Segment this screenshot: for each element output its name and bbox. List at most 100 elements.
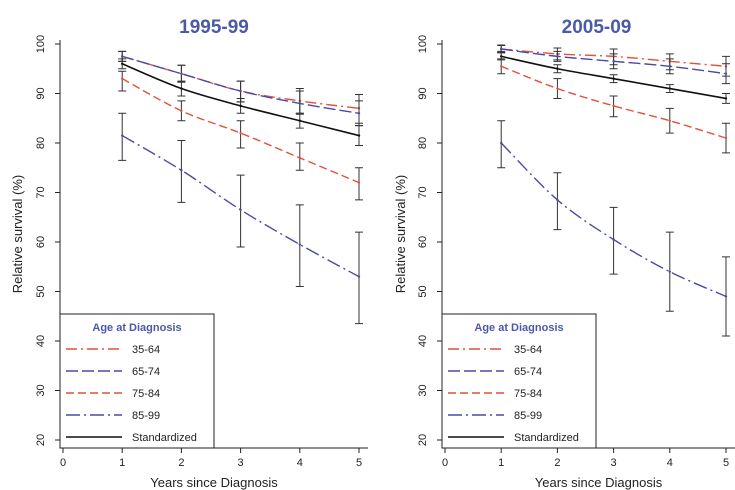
error-bar	[177, 140, 186, 203]
legend-box	[441, 313, 597, 449]
y-tick-label: 40	[417, 335, 429, 347]
y-tick-label: 20	[35, 434, 47, 446]
legend-box	[59, 313, 215, 449]
y-tick-label: 90	[417, 87, 429, 99]
data-point	[500, 55, 503, 58]
data-point	[298, 156, 301, 160]
data-point	[239, 131, 242, 135]
plot-area	[497, 44, 730, 337]
data-point	[357, 112, 361, 115]
x-tick-label: 5	[356, 457, 362, 469]
data-point	[357, 134, 361, 137]
y-axis-label: Relative survival (%)	[10, 175, 25, 293]
data-point	[556, 198, 559, 202]
y-tick-label: 50	[417, 285, 429, 297]
series-Standardized	[118, 58, 363, 146]
data-point	[724, 72, 728, 75]
data-point	[180, 72, 183, 75]
data-point	[500, 47, 503, 51]
error-bar	[118, 112, 127, 161]
x-tick-label: 4	[297, 457, 303, 469]
y-tick-label: 30	[35, 384, 47, 396]
error-bar	[236, 120, 245, 149]
legend-label: 85-99	[132, 410, 160, 422]
data-point	[239, 208, 242, 212]
x-tick-label: 0	[60, 457, 66, 469]
series-Standardized	[497, 52, 730, 104]
x-tick-label: 2	[554, 457, 560, 469]
legend-label: 85-99	[514, 410, 542, 422]
error-bar	[295, 142, 304, 171]
legend-title: Age at Diagnosis	[474, 322, 563, 334]
data-point	[298, 243, 301, 246]
legend: Age at Diagnosis 35-64 65-74 75-84 85-99 Stan…	[441, 313, 597, 449]
series-85-99	[118, 112, 363, 325]
y-axis-label: Relative survival (%)	[393, 175, 408, 293]
data-point	[612, 238, 615, 241]
series-65-74	[497, 44, 730, 85]
data-point	[668, 87, 671, 90]
series-line	[500, 65, 727, 139]
series-65-74	[118, 50, 363, 127]
legend-label: 35-64	[514, 344, 542, 356]
data-point	[612, 60, 615, 63]
data-point	[612, 104, 615, 108]
data-point	[121, 134, 124, 137]
y-tick-label: 70	[417, 186, 429, 198]
chart-title: 1995-99	[179, 17, 249, 38]
data-point	[724, 136, 728, 140]
data-point	[724, 295, 728, 298]
error-bar	[295, 204, 304, 288]
y-tick-label: 60	[35, 236, 47, 248]
chart-title: 2005-09	[562, 17, 632, 38]
x-tick-label: 1	[498, 457, 504, 469]
legend: Age at Diagnosis 35-64 65-74 75-84 85-99 Stan…	[59, 313, 215, 449]
data-point	[239, 89, 242, 93]
data-point	[500, 141, 503, 145]
data-point	[180, 87, 183, 90]
y-tick-label: 30	[417, 384, 429, 396]
series-75-84	[118, 70, 363, 201]
data-point	[668, 65, 671, 68]
y-tick-label: 80	[35, 137, 47, 149]
series-75-84	[497, 58, 730, 154]
x-tick-label: 3	[238, 457, 244, 469]
x-tick-label: 0	[442, 457, 448, 469]
error-bar	[355, 231, 363, 325]
x-axis-label: Years since Diagnosis	[150, 475, 278, 490]
chart-panel-1: 2005-09 20 30 40 50 60 70 80 90 100 0 1 2 3 4 5 Years si…	[393, 17, 735, 490]
data-point	[121, 55, 124, 58]
y-tick-label: 40	[35, 335, 47, 347]
y-tick-label: 100	[35, 35, 47, 53]
legend-label: 65-74	[132, 366, 160, 378]
error-bar	[355, 167, 363, 201]
y-tick-label: 60	[417, 236, 429, 248]
data-point	[180, 109, 183, 113]
error-bar	[236, 174, 245, 248]
legend-label: 75-84	[514, 388, 542, 400]
legend-title: Age at Diagnosis	[92, 322, 181, 334]
legend-label: 75-84	[132, 388, 160, 400]
data-point	[668, 119, 671, 122]
error-bar	[553, 172, 562, 231]
data-point	[239, 104, 242, 108]
x-tick-label: 5	[723, 457, 729, 469]
data-point	[180, 169, 183, 172]
x-tick-label: 2	[178, 457, 184, 469]
error-bar	[609, 206, 618, 275]
data-point	[357, 275, 361, 278]
data-point	[121, 62, 124, 65]
x-tick-label: 1	[119, 457, 125, 469]
legend-label: Standardized	[514, 432, 579, 444]
legend-label: 35-64	[132, 344, 160, 356]
data-point	[556, 55, 559, 58]
x-tick-label: 3	[611, 457, 617, 469]
y-tick-label: 20	[417, 434, 429, 446]
error-bar	[118, 70, 127, 92]
y-tick-label: 80	[417, 137, 429, 149]
y-tick-label: 100	[417, 35, 429, 53]
data-point	[298, 119, 301, 122]
data-point	[668, 270, 671, 273]
data-point	[298, 102, 301, 105]
